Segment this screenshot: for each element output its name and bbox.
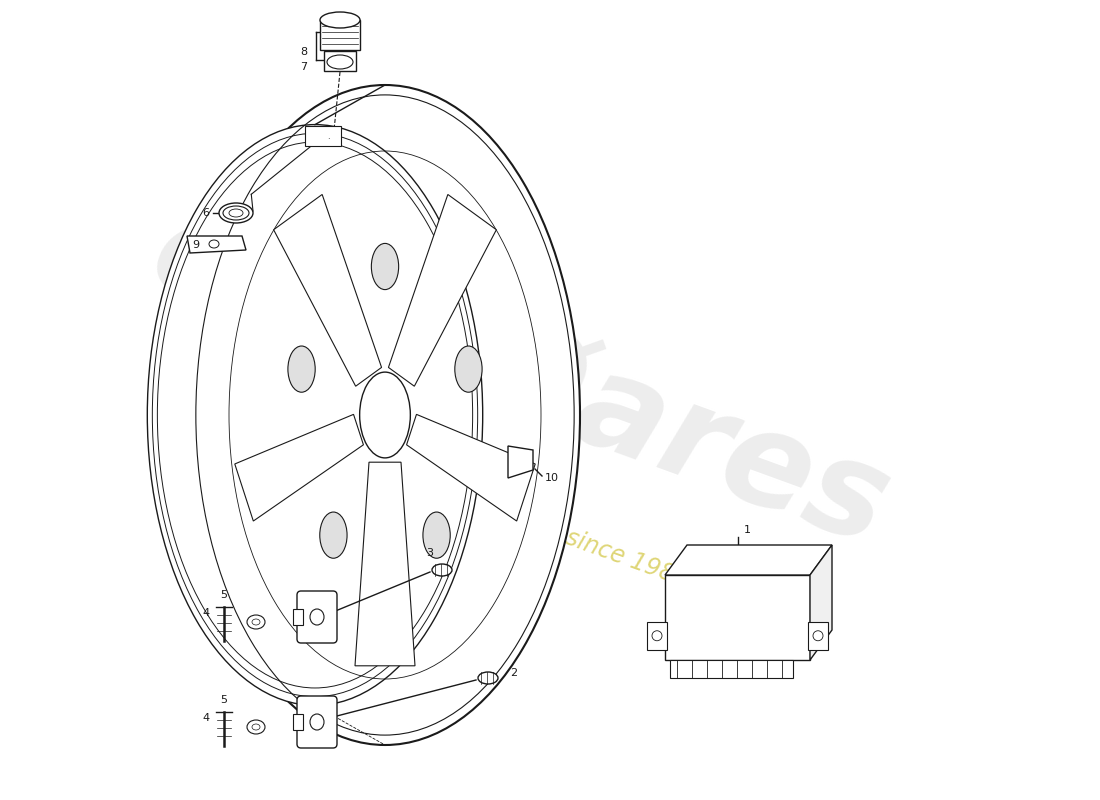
- Text: .: .: [327, 132, 330, 141]
- FancyBboxPatch shape: [647, 622, 667, 650]
- FancyBboxPatch shape: [320, 20, 360, 50]
- Ellipse shape: [372, 243, 398, 290]
- FancyBboxPatch shape: [666, 575, 810, 660]
- Text: 1: 1: [744, 525, 751, 535]
- FancyBboxPatch shape: [808, 622, 828, 650]
- Ellipse shape: [422, 512, 450, 558]
- Polygon shape: [666, 545, 832, 575]
- Ellipse shape: [248, 615, 265, 629]
- Ellipse shape: [248, 720, 265, 734]
- FancyBboxPatch shape: [670, 660, 793, 678]
- Ellipse shape: [190, 85, 580, 745]
- Polygon shape: [234, 414, 363, 521]
- Text: euroØares: euroØares: [134, 188, 905, 572]
- Ellipse shape: [478, 672, 498, 684]
- FancyBboxPatch shape: [324, 51, 356, 71]
- Text: 4: 4: [202, 713, 210, 723]
- FancyBboxPatch shape: [297, 696, 337, 748]
- Ellipse shape: [310, 609, 324, 625]
- Ellipse shape: [320, 512, 348, 558]
- Polygon shape: [274, 194, 382, 386]
- Polygon shape: [810, 545, 832, 660]
- Text: 10: 10: [544, 473, 559, 483]
- Text: 9: 9: [191, 240, 199, 250]
- Polygon shape: [388, 194, 496, 386]
- Text: 2: 2: [510, 668, 517, 678]
- Ellipse shape: [432, 564, 452, 576]
- Polygon shape: [407, 414, 536, 521]
- FancyBboxPatch shape: [297, 591, 337, 643]
- Ellipse shape: [320, 12, 360, 28]
- Text: a passion for parts since 1985: a passion for parts since 1985: [349, 448, 692, 592]
- Text: 7: 7: [300, 62, 307, 72]
- Ellipse shape: [147, 125, 483, 706]
- Text: 6: 6: [202, 208, 209, 218]
- Ellipse shape: [288, 346, 316, 392]
- Ellipse shape: [310, 714, 324, 730]
- Polygon shape: [508, 446, 534, 478]
- Text: 8: 8: [300, 47, 307, 57]
- Ellipse shape: [360, 372, 410, 458]
- Text: 3: 3: [427, 548, 433, 558]
- Text: 5: 5: [220, 590, 228, 600]
- Ellipse shape: [454, 346, 482, 392]
- FancyBboxPatch shape: [306, 126, 341, 146]
- FancyBboxPatch shape: [293, 609, 303, 625]
- Polygon shape: [355, 462, 415, 666]
- Polygon shape: [187, 236, 246, 253]
- Text: 5: 5: [220, 695, 228, 705]
- FancyBboxPatch shape: [293, 714, 303, 730]
- Ellipse shape: [219, 203, 253, 223]
- Text: 4: 4: [202, 608, 210, 618]
